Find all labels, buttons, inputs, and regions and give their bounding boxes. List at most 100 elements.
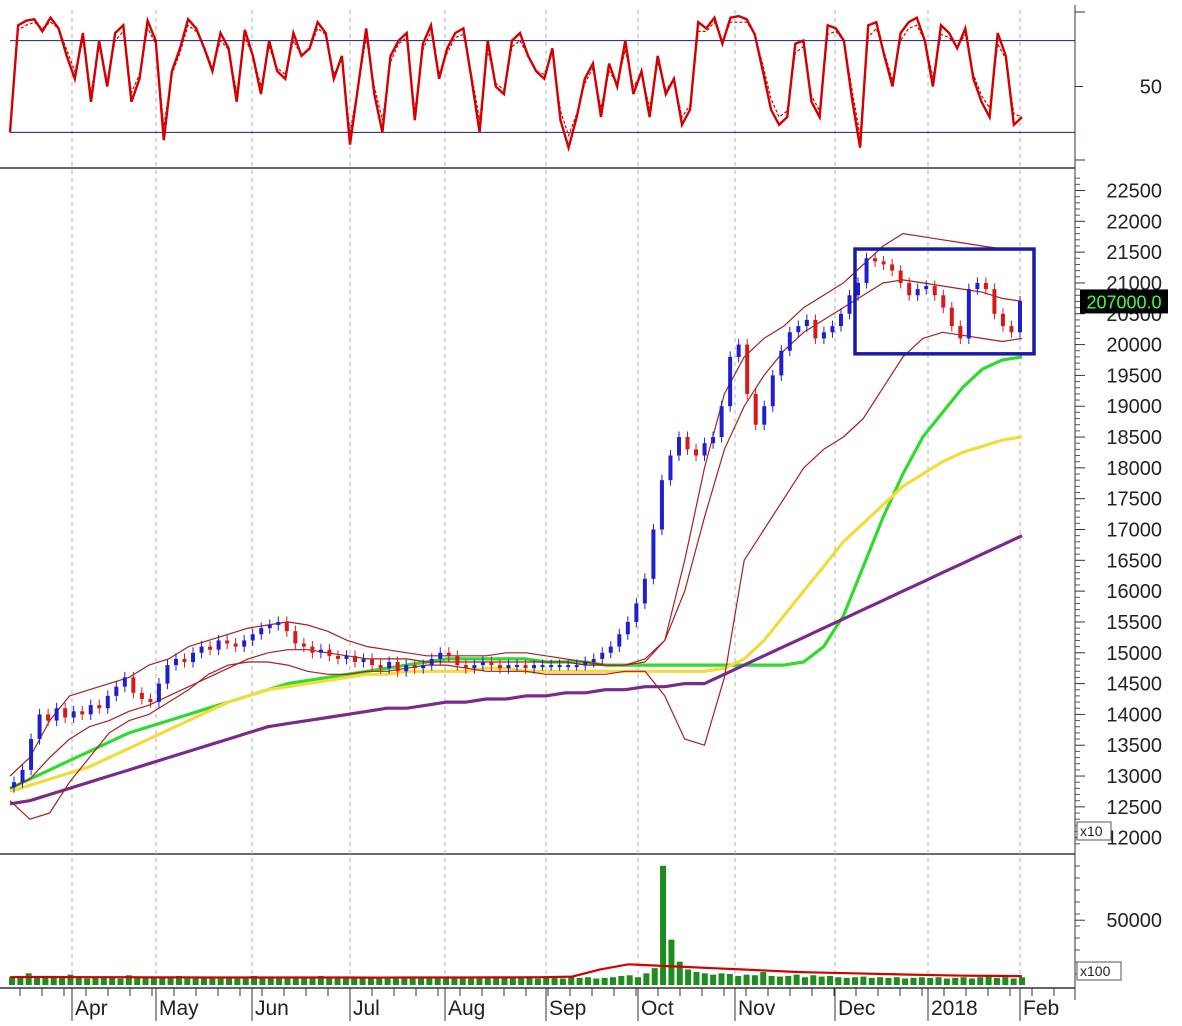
candle-body	[728, 356, 733, 407]
last-price-box	[1080, 289, 1168, 314]
volume-bar	[192, 977, 199, 985]
candle-body	[182, 658, 187, 663]
volume-bar	[643, 973, 650, 985]
volume-bar	[125, 975, 132, 985]
candle-body	[29, 739, 34, 770]
volume-bar	[635, 977, 642, 985]
x-month-label: Feb	[1023, 997, 1059, 1020]
volume-bar	[501, 977, 508, 985]
candle-body	[114, 686, 119, 696]
x-month-label: Apr	[75, 997, 108, 1020]
candle-body	[873, 258, 878, 262]
candle-body	[284, 621, 289, 632]
volume-bar	[1010, 978, 1017, 985]
volume-bar	[434, 977, 441, 985]
candle-body	[804, 319, 809, 327]
volume-bar	[34, 976, 41, 985]
volume-bar	[367, 977, 374, 985]
candle-body	[404, 665, 409, 672]
volume-bar	[660, 865, 667, 985]
volume-bar	[443, 978, 450, 985]
volume-bar	[84, 978, 91, 985]
price-tick-label: 21500	[1106, 242, 1162, 264]
volume-bar	[409, 977, 416, 985]
volume-unit-note: x100	[1076, 961, 1122, 981]
candle-body	[898, 270, 903, 283]
candle-body	[770, 375, 775, 407]
volume-bar	[459, 977, 466, 985]
volume-bar	[743, 974, 750, 985]
candle-body	[293, 631, 298, 644]
candle-body	[966, 289, 971, 339]
candle-body	[515, 665, 519, 668]
candle-body	[753, 393, 758, 425]
candle-body	[625, 621, 630, 635]
candle-body	[1018, 301, 1022, 333]
candle-body	[1000, 313, 1005, 327]
oscillator-tick-label: 50	[1140, 77, 1162, 99]
volume-bar	[401, 977, 408, 985]
candle-body	[199, 646, 204, 653]
candle-body	[591, 658, 596, 663]
candle-body	[856, 282, 861, 296]
volume-bar	[852, 977, 859, 985]
candle-body	[318, 649, 323, 653]
volume-bar	[476, 978, 483, 985]
volume-bar	[493, 977, 500, 985]
volume-bar	[801, 977, 808, 985]
candle-body	[702, 443, 707, 456]
candle-body	[37, 714, 42, 740]
candle-body	[813, 319, 818, 339]
price-tick-label: 16000	[1106, 581, 1162, 603]
volume-bar	[843, 977, 850, 985]
candle-body	[233, 643, 238, 647]
candle-body	[378, 665, 383, 669]
volume-bar	[334, 978, 341, 985]
candle-body	[745, 344, 750, 394]
volume-bar	[134, 977, 141, 985]
candle-body	[208, 646, 213, 650]
price-tick-label: 20000	[1106, 335, 1162, 357]
volume-bar	[818, 976, 825, 985]
volume-bar	[776, 976, 783, 985]
volume-bar	[710, 974, 717, 985]
price-tick-label: 15000	[1106, 643, 1162, 665]
volume-bar	[9, 977, 15, 985]
volume-tick-label: 50000	[1106, 910, 1162, 932]
candle-body	[574, 665, 579, 668]
volume-bar	[793, 974, 800, 985]
volume-unit-box	[1076, 961, 1122, 981]
candle-body	[344, 655, 349, 659]
volume-bar	[726, 973, 733, 985]
candle-body	[523, 665, 528, 669]
candle-body	[216, 640, 221, 650]
candle-body	[608, 646, 613, 653]
candle-body	[455, 655, 460, 666]
candle-body	[642, 578, 647, 604]
candle-body	[949, 307, 954, 327]
volume-average-line	[9, 963, 1023, 979]
volume-bar	[668, 939, 675, 985]
volume-bar	[877, 977, 884, 985]
volume-bar	[251, 975, 258, 985]
candle-body	[88, 705, 93, 715]
volume-bar	[484, 977, 491, 985]
x-month-label: Jul	[353, 997, 380, 1020]
volume-bar	[167, 977, 174, 985]
candle-body	[787, 332, 792, 351]
volume-bar	[618, 975, 625, 985]
volume-bar	[584, 977, 591, 985]
candle-body	[651, 529, 656, 579]
candle-body	[80, 711, 85, 715]
volume-bar	[985, 976, 992, 985]
volume-bar	[935, 977, 942, 985]
volume-bar	[718, 973, 725, 985]
volume-bar	[468, 977, 475, 985]
volume-bar	[1019, 977, 1025, 985]
volume-bar	[359, 978, 366, 985]
candle-body	[668, 455, 673, 481]
volume-bar	[317, 975, 324, 985]
volume-bar	[25, 973, 32, 985]
volume-bar	[67, 974, 74, 985]
